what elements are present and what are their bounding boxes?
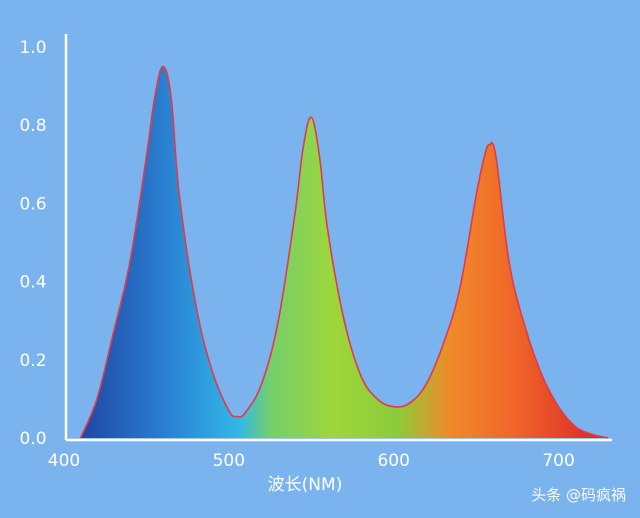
watermark: 头条 @码疯祸 [531, 486, 626, 504]
y-tick-label: 0.6 [19, 194, 46, 214]
y-tick-label: 0.4 [19, 273, 46, 293]
y-tick-label: 0.2 [19, 351, 46, 371]
x-tick-label: 500 [213, 451, 245, 471]
x-tick-labels: 400 500 600 700 [48, 451, 575, 471]
spectrum-area [80, 66, 608, 438]
y-tick-label: 1.0 [19, 38, 46, 58]
y-tick-labels: 0.0 0.2 0.4 0.6 0.8 1.0 [19, 38, 46, 449]
spectrum-outline [79, 65, 609, 439]
x-tick-label: 700 [542, 451, 574, 471]
x-tick-label: 400 [48, 451, 80, 471]
x-axis-title: 波长(NM) [268, 475, 343, 495]
y-tick-label: 0.8 [19, 116, 46, 136]
y-tick-label: 0.0 [19, 429, 46, 449]
x-tick-label: 600 [377, 451, 409, 471]
